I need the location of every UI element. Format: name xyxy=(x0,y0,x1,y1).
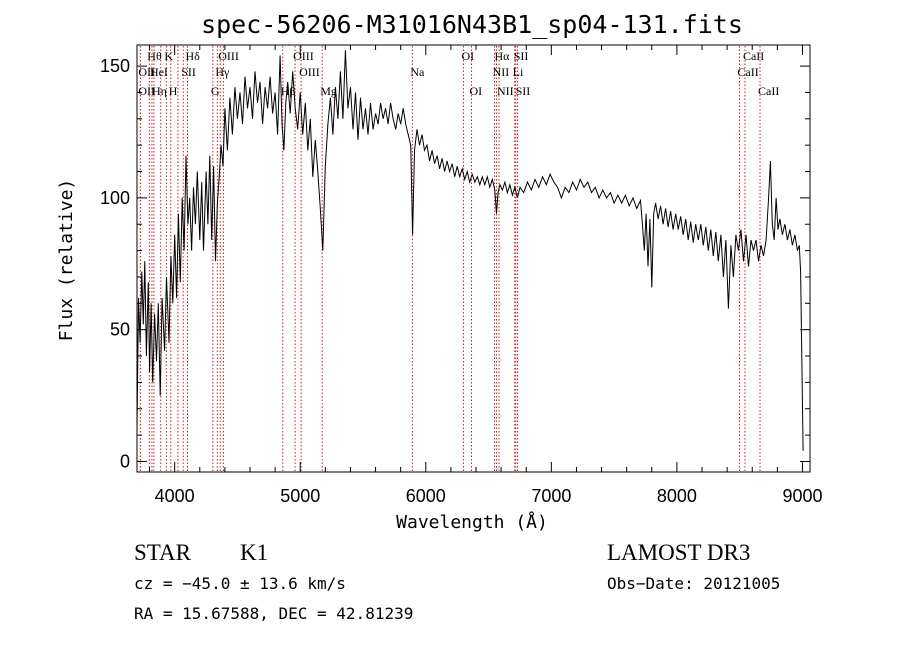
y-axis-label: Flux (relative) xyxy=(56,179,77,342)
x-tick-label: 8000 xyxy=(657,486,697,506)
line-label: CaII xyxy=(758,84,779,98)
line-label: Hδ xyxy=(185,49,200,63)
line-label: Hη xyxy=(152,84,167,98)
chart-title: spec-56206-M31016N43B1_sp04-131.fits xyxy=(201,10,743,39)
observation-date: Obs−Date: 20121005 xyxy=(607,574,780,593)
line-label: Li xyxy=(513,65,524,79)
line-label: G xyxy=(211,84,220,98)
line-label: H xyxy=(169,84,178,98)
x-tick-label: 4000 xyxy=(155,486,195,506)
line-label: SII xyxy=(516,84,531,98)
line-label: SII xyxy=(514,49,529,63)
x-tick-label: 5000 xyxy=(280,486,320,506)
x-tick-label: 6000 xyxy=(406,486,446,506)
spectral-line-markers xyxy=(139,46,761,471)
survey-name: LAMOST DR3 xyxy=(607,540,750,565)
x-tick-label: 7000 xyxy=(531,486,571,506)
line-label: CaII xyxy=(737,65,758,79)
line-label: Hθ xyxy=(147,49,162,63)
redshift-info: cz = −45.0 ± 13.6 km/s xyxy=(134,574,346,593)
line-label: HeI xyxy=(150,65,168,79)
spectrum-line xyxy=(136,50,804,451)
object-class: STAR xyxy=(134,540,192,565)
line-label: NII xyxy=(497,84,514,98)
line-label: OIII xyxy=(293,49,314,63)
line-label: Na xyxy=(410,65,425,79)
line-label: OII xyxy=(138,65,155,79)
line-label: OII xyxy=(138,84,155,98)
line-label: Mg xyxy=(320,84,337,98)
line-label: CaII xyxy=(743,49,764,63)
x-tick-label: 9000 xyxy=(782,486,822,506)
line-label: SII xyxy=(181,65,196,79)
y-tick-label: 50 xyxy=(110,320,130,340)
line-label: OIII xyxy=(218,49,239,63)
plot-frame xyxy=(136,44,811,473)
line-label: OIII xyxy=(299,65,320,79)
line-label: K xyxy=(164,49,173,63)
y-tick-label: 150 xyxy=(100,56,130,76)
line-label: NII xyxy=(493,65,510,79)
y-tick-label: 0 xyxy=(120,451,130,471)
object-subclass: K1 xyxy=(240,540,268,565)
coordinates-info: RA = 15.67588, DEC = 42.81239 xyxy=(134,604,413,623)
y-tick-label: 100 xyxy=(100,188,130,208)
x-axis-ticks: 4000 5000 6000 7000 8000 9000 xyxy=(149,45,822,506)
line-label: OI xyxy=(461,49,474,63)
y-axis-ticks: 0 50 100 150 xyxy=(100,56,810,471)
x-axis-label: Wavelength (Å) xyxy=(396,511,548,533)
line-label: OI xyxy=(469,84,482,98)
line-label: Hα xyxy=(494,49,510,63)
line-label: Hγ xyxy=(215,65,230,79)
